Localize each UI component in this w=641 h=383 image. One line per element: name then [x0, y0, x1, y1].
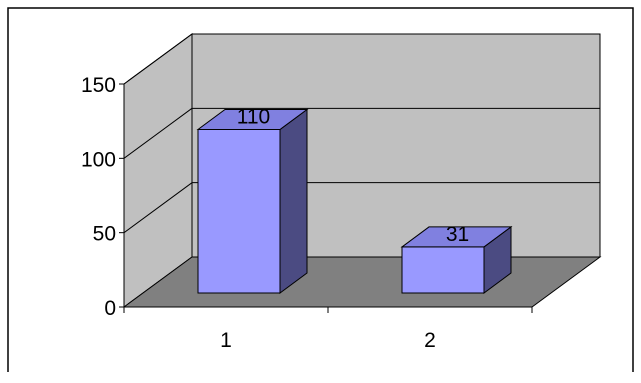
chart-border: [7, 7, 634, 372]
x-tick-label: 2: [424, 329, 436, 352]
bar: 110: [196, 105, 309, 294]
bar: 31: [400, 223, 513, 294]
bar-value-label: 31: [446, 223, 469, 246]
bar-front: [197, 128, 281, 294]
floor: [122, 256, 602, 308]
bar-front: [401, 246, 485, 294]
gridlines: [123, 33, 600, 234]
y-ticks: 0 50 100 150: [81, 74, 124, 320]
gridline-side: [123, 182, 193, 234]
y-tick-label: 150: [81, 74, 116, 97]
bar-top: [196, 108, 309, 130]
gridline-side: [123, 107, 193, 159]
y-tick-label: 100: [81, 148, 116, 171]
bar-value-label: 110: [237, 105, 270, 128]
x-tick-label: 1: [220, 329, 232, 352]
bars: 110 31: [196, 105, 513, 294]
bar-side: [279, 108, 308, 294]
y-tick-label: 0: [104, 297, 116, 320]
y-tick-label: 50: [93, 223, 116, 246]
bar-top: [400, 226, 513, 248]
gridline-side: [123, 33, 193, 85]
